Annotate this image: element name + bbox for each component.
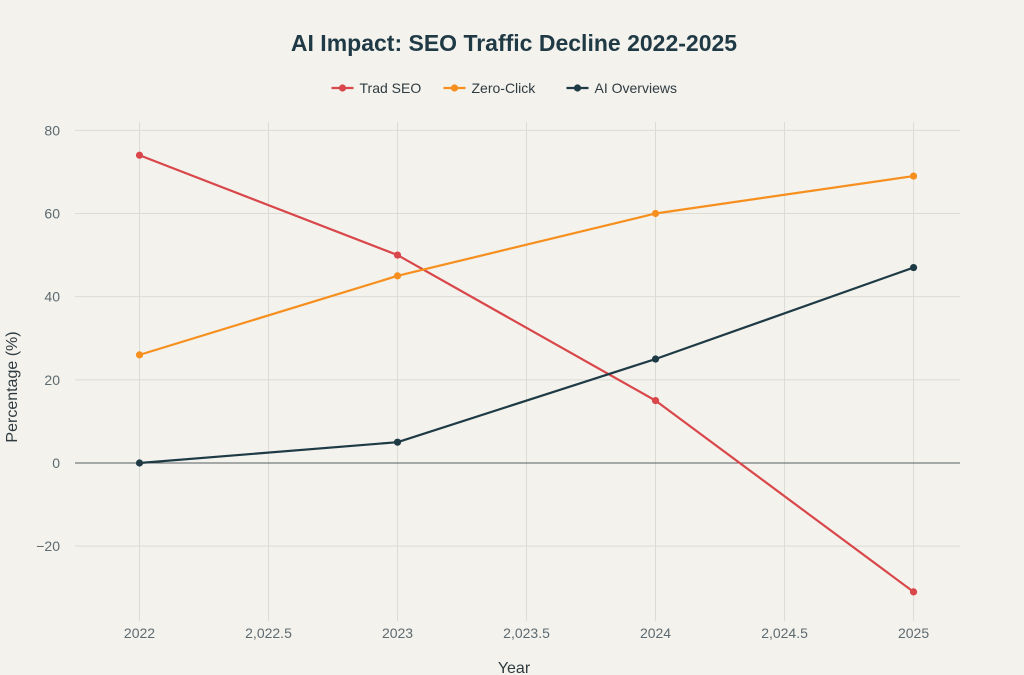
legend-item[interactable]: AI Overviews — [566, 80, 677, 96]
data-point[interactable] — [135, 151, 144, 159]
x-tick-label: 2025 — [898, 625, 929, 641]
series-zero-click — [135, 172, 918, 359]
data-point[interactable] — [909, 263, 918, 272]
x-axis-title: Year — [498, 660, 531, 675]
data-point[interactable] — [393, 251, 402, 259]
x-tick-label: 2,023.5 — [503, 625, 550, 641]
data-point[interactable] — [393, 438, 402, 446]
legend-item[interactable]: Zero-Click — [443, 80, 537, 96]
series-line — [139, 266, 914, 465]
series-layer — [135, 151, 918, 596]
data-point[interactable] — [651, 355, 660, 363]
data-point[interactable] — [651, 397, 660, 405]
legend-label: AI Overviews — [595, 80, 677, 96]
y-tick-label: 40 — [44, 289, 60, 305]
y-tick-label: 0 — [52, 455, 60, 471]
data-point[interactable] — [909, 588, 918, 596]
legend-marker — [450, 84, 459, 92]
data-point[interactable] — [651, 209, 660, 218]
y-tick-label: 60 — [44, 205, 60, 221]
x-tick-label: 2023 — [382, 625, 413, 641]
data-point[interactable] — [135, 351, 144, 359]
series-line — [139, 174, 914, 356]
grid — [75, 122, 960, 621]
data-point[interactable] — [393, 272, 402, 280]
chart-title: AI Impact: SEO Traffic Decline 2022-2025 — [291, 30, 737, 56]
x-tick-label: 2024 — [640, 625, 671, 641]
x-tick-label: 2022 — [124, 625, 155, 641]
legend-label: Trad SEO — [360, 80, 422, 96]
x-tick-label: 2,022.5 — [245, 625, 292, 641]
y-tick-label: −20 — [36, 538, 60, 554]
legend: Trad SEO Zero-Click AI Overviews — [331, 80, 677, 96]
series-ai-overviews — [135, 263, 918, 467]
legend-label: Zero-Click — [472, 80, 537, 96]
series-trad-seo — [135, 151, 918, 596]
x-tick-label: 2,024.5 — [761, 625, 808, 641]
legend-marker — [338, 84, 347, 92]
y-tick-label: 80 — [44, 122, 60, 138]
legend-marker — [573, 84, 582, 92]
data-point[interactable] — [135, 459, 144, 467]
y-tick-label: 20 — [44, 372, 60, 388]
series-line — [139, 154, 915, 593]
legend-item[interactable]: Trad SEO — [331, 80, 422, 96]
data-point[interactable] — [909, 172, 918, 180]
y-axis-title: Percentage (%) — [4, 331, 21, 442]
tick-labels: 2022 2,022.5 2023 2,023.5 2024 2,024.5 2025 −20… — [36, 122, 929, 641]
